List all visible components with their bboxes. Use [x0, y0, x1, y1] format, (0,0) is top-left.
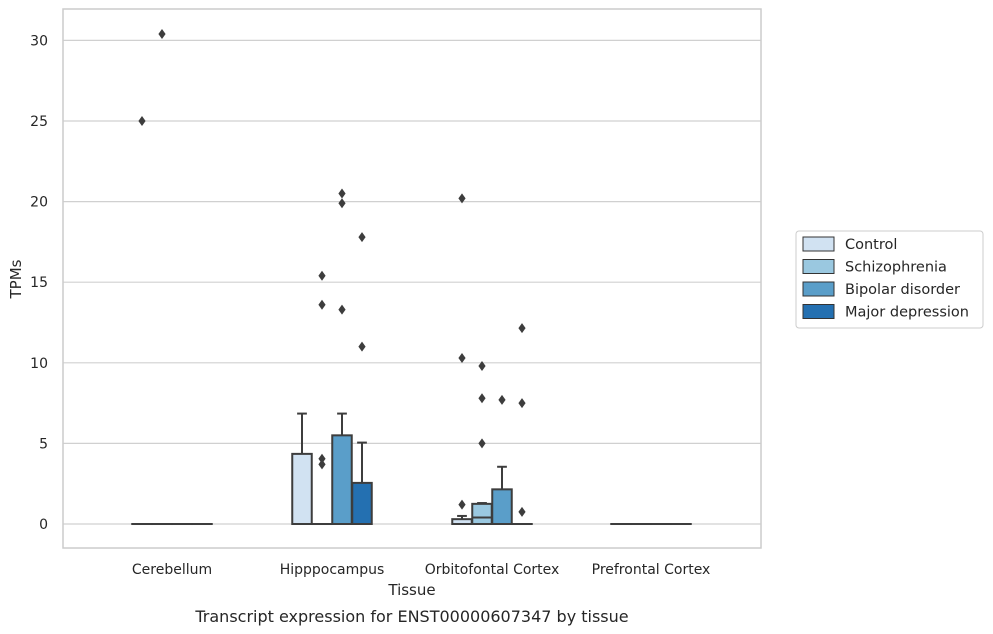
outlier-point	[458, 499, 466, 510]
outlier-point	[458, 193, 466, 204]
y-tick-label: 5	[39, 436, 48, 452]
plot-frame	[62, 8, 762, 549]
legend-swatch	[802, 281, 835, 297]
x-axis-title: Tissue	[387, 581, 435, 599]
outlier-point	[158, 28, 166, 39]
box-group	[451, 193, 473, 526]
outlier-point	[518, 506, 526, 517]
gridlines	[63, 39, 761, 525]
y-tick-label: 20	[30, 195, 48, 211]
plot-marks	[131, 28, 692, 526]
legend-label: Schizophrenia	[845, 260, 947, 276]
y-tick-label: 0	[39, 517, 48, 533]
box-group	[471, 361, 493, 526]
outlier-point	[318, 453, 326, 464]
outlier-point	[518, 398, 526, 409]
legend-swatch	[802, 259, 835, 274]
box-group	[311, 270, 333, 526]
figure-caption: Transcript expression for ENST0000060734…	[194, 607, 628, 626]
box-group	[151, 28, 173, 526]
legend-label: Control	[845, 237, 897, 253]
legend-items: Control Schizophrenia Bipolar disorder Majo…	[802, 236, 969, 321]
x-tick-label: Prefrontal Cortex	[592, 562, 711, 578]
box	[471, 502, 493, 526]
y-axis-title: TPMs	[7, 259, 25, 299]
y-tick-labels: 0 5 10 15 20 25 30	[30, 33, 48, 533]
outlier-point	[358, 341, 366, 352]
box	[351, 481, 373, 526]
x-tick-label: Cerebellum	[132, 562, 212, 578]
box-group	[491, 394, 513, 526]
legend-label: Major depression	[845, 305, 969, 321]
box-group	[511, 323, 533, 526]
outlier-point	[478, 393, 486, 404]
outlier-point	[478, 438, 486, 449]
box	[491, 488, 513, 526]
box	[291, 452, 313, 525]
x-tick-label: Orbitofontal Cortex	[425, 562, 560, 578]
y-tick-label: 15	[30, 275, 48, 291]
outlier-point	[318, 459, 326, 470]
legend-swatch	[802, 236, 835, 252]
y-tick-label: 25	[30, 114, 48, 130]
outlier-point	[318, 270, 326, 281]
outlier-point	[138, 116, 146, 126]
y-tick-label: 10	[30, 356, 48, 372]
legend-label: Bipolar disorder	[845, 282, 960, 298]
y-tick-label: 30	[30, 33, 48, 49]
legend-swatch	[802, 304, 835, 319]
box-group	[351, 232, 373, 526]
legend-frame	[795, 230, 984, 329]
outlier-point	[518, 323, 526, 334]
outlier-point	[478, 361, 486, 372]
box-group	[291, 412, 313, 525]
box-group	[331, 188, 353, 525]
outlier-point	[338, 304, 346, 315]
x-tick-labels: Cerebellum Hipppocampus Orbitofontal Corte…	[132, 562, 710, 578]
outlier-point	[318, 299, 326, 310]
box	[331, 434, 353, 525]
x-tick-label: Hipppocampus	[280, 562, 385, 578]
outlier-point	[358, 232, 366, 243]
box-group	[131, 116, 153, 526]
legend: Control Schizophrenia Bipolar disorder Majo…	[795, 230, 984, 329]
outlier-point	[498, 394, 506, 405]
outlier-point	[458, 352, 466, 363]
outlier-point	[338, 188, 346, 199]
outlier-point	[338, 198, 346, 209]
